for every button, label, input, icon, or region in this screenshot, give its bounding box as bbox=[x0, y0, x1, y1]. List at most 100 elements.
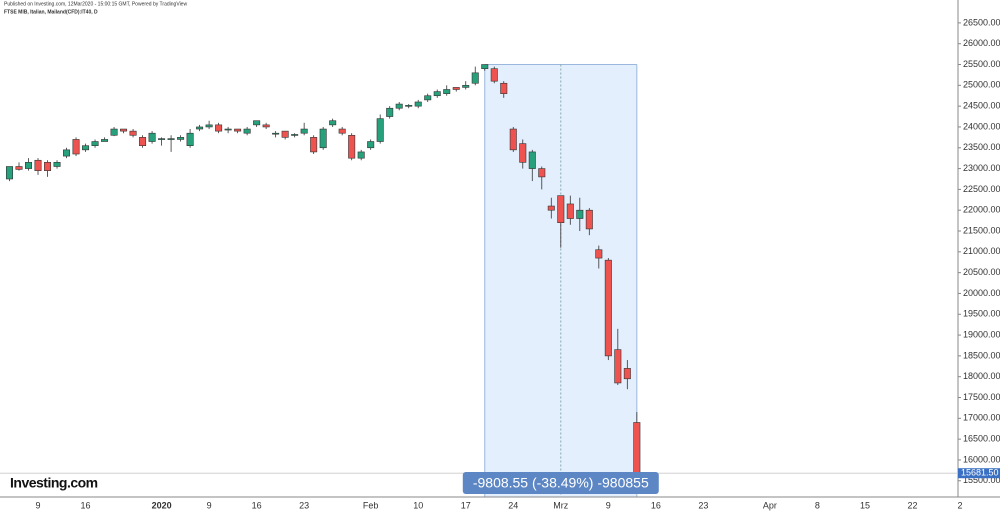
candle-body bbox=[509, 128, 517, 151]
candle-body bbox=[433, 91, 441, 97]
chart-title: FTSE MIB, Italian, Mailand(CFD):IT40, D bbox=[4, 9, 98, 15]
candle-body bbox=[604, 259, 612, 357]
candle-body bbox=[44, 162, 52, 171]
candle-body bbox=[566, 203, 574, 219]
candle-body bbox=[319, 128, 327, 149]
candle-body bbox=[6, 166, 14, 180]
logo: Investing.com bbox=[10, 475, 98, 491]
y-tick-label: 23000.00 bbox=[963, 163, 1000, 173]
candle-body bbox=[329, 120, 337, 126]
y-tick-label: 16500.00 bbox=[963, 434, 1000, 444]
candle-body bbox=[53, 162, 61, 167]
header: Published on Investing.com, 12Mar2020 - … bbox=[4, 1, 187, 7]
last-price-label: 15681.50 bbox=[961, 468, 999, 478]
candle-body bbox=[595, 249, 603, 259]
x-tick-label: 9 bbox=[606, 500, 611, 510]
candle-body bbox=[158, 138, 166, 140]
candle-body bbox=[82, 145, 90, 151]
y-tick-label: 26500.00 bbox=[963, 17, 1000, 27]
y-tick-label: 15500.00 bbox=[963, 475, 1000, 485]
measure-label: -9808.55 (-38.49%) -980855 bbox=[473, 475, 649, 491]
candle-body bbox=[72, 139, 80, 155]
x-tick-label: Apr bbox=[763, 500, 777, 510]
candle-body bbox=[576, 209, 584, 219]
candle-body bbox=[452, 87, 460, 90]
x-tick-label: Feb bbox=[363, 500, 379, 510]
candle-body bbox=[63, 149, 71, 157]
candle-body bbox=[481, 64, 489, 69]
candle-body bbox=[110, 128, 118, 136]
candle-body bbox=[139, 137, 147, 146]
y-tick-label: 18000.00 bbox=[963, 371, 1000, 381]
candle-body bbox=[300, 128, 308, 134]
candle-body bbox=[424, 95, 432, 101]
candle-body bbox=[357, 151, 365, 159]
candle-body bbox=[262, 124, 270, 128]
candle-body bbox=[272, 132, 280, 135]
candle-body bbox=[405, 105, 413, 107]
y-tick-label: 24500.00 bbox=[963, 101, 1000, 111]
candle-body bbox=[25, 162, 33, 169]
x-tick-label: Mrz bbox=[553, 500, 568, 510]
candle-body bbox=[253, 120, 261, 126]
candle-body bbox=[462, 85, 470, 88]
x-tick-label: 16 bbox=[81, 500, 91, 510]
y-tick-label: 18500.00 bbox=[963, 350, 1000, 360]
y-tick-label: 16000.00 bbox=[963, 454, 1000, 464]
y-tick-label: 20000.00 bbox=[963, 288, 1000, 298]
last-price-tag bbox=[958, 468, 1000, 479]
candle-body bbox=[205, 124, 213, 128]
candle-body bbox=[490, 68, 498, 82]
candle-body bbox=[129, 130, 137, 136]
y-tick-label: 23500.00 bbox=[963, 142, 1000, 152]
y-tick-label: 25500.00 bbox=[963, 59, 1000, 69]
y-tick-label: 26000.00 bbox=[963, 38, 1000, 48]
candle-body bbox=[215, 124, 223, 132]
candle-body bbox=[528, 151, 536, 169]
candle-body bbox=[471, 72, 479, 84]
y-tick-label: 21000.00 bbox=[963, 246, 1000, 256]
candle-body bbox=[395, 103, 403, 109]
candle-body bbox=[585, 209, 593, 230]
candle-body bbox=[291, 134, 299, 136]
x-tick-label: 23 bbox=[299, 500, 309, 510]
candle-body bbox=[120, 128, 128, 132]
candle-body bbox=[281, 130, 289, 138]
candle-body bbox=[348, 134, 356, 159]
candle-body bbox=[243, 128, 251, 134]
candle-body bbox=[519, 143, 527, 163]
candle-body bbox=[224, 128, 232, 131]
candle-body bbox=[15, 166, 23, 170]
candle-body bbox=[234, 128, 242, 132]
candle-body bbox=[177, 137, 185, 140]
candle-body bbox=[196, 126, 204, 130]
candle-body bbox=[386, 107, 394, 117]
candle-body bbox=[167, 138, 175, 140]
x-tick-label: 16 bbox=[252, 500, 262, 510]
x-tick-label: 17 bbox=[461, 500, 471, 510]
candle-body bbox=[500, 82, 508, 94]
y-tick-label: 21500.00 bbox=[963, 225, 1000, 235]
candle-body bbox=[623, 368, 631, 380]
candle-body bbox=[91, 141, 99, 146]
candle-body bbox=[101, 139, 109, 142]
candle-body bbox=[376, 118, 384, 142]
measure-label-box bbox=[462, 472, 659, 494]
candle-body bbox=[614, 349, 622, 384]
y-tick-label: 17000.00 bbox=[963, 413, 1000, 423]
x-tick-label: 16 bbox=[651, 500, 661, 510]
candle-body bbox=[414, 101, 422, 107]
candle-body bbox=[547, 205, 555, 211]
candle-body bbox=[148, 132, 156, 142]
candle-body bbox=[367, 141, 375, 149]
candle-body bbox=[186, 132, 194, 146]
x-tick-label: 2020 bbox=[152, 500, 172, 510]
candle-body bbox=[557, 195, 565, 223]
x-tick-label: 9 bbox=[207, 500, 212, 510]
y-tick-label: 19500.00 bbox=[963, 309, 1000, 319]
x-tick-label: 22 bbox=[907, 500, 917, 510]
x-tick-label: 2 bbox=[957, 500, 962, 510]
candle-body bbox=[338, 128, 346, 134]
x-tick-label: 23 bbox=[698, 500, 708, 510]
